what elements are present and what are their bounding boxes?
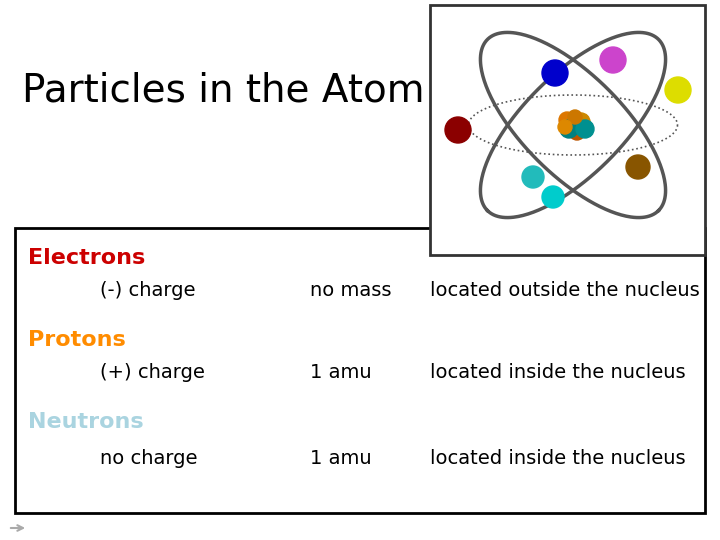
- Text: Particles in the Atom: Particles in the Atom: [22, 71, 425, 109]
- Circle shape: [522, 166, 544, 188]
- Circle shape: [564, 118, 582, 136]
- Text: no charge: no charge: [100, 449, 197, 468]
- Circle shape: [559, 112, 575, 128]
- Text: 1 amu: 1 amu: [310, 362, 372, 381]
- Circle shape: [558, 120, 572, 134]
- Circle shape: [572, 113, 590, 131]
- Text: Electrons: Electrons: [28, 248, 145, 268]
- Bar: [15, 228, 705, 513]
- Text: located inside the nucleus: located inside the nucleus: [430, 449, 685, 468]
- Circle shape: [626, 155, 650, 179]
- Text: Protons: Protons: [28, 330, 126, 350]
- Circle shape: [568, 110, 582, 124]
- Text: (-) charge: (-) charge: [100, 280, 196, 300]
- Text: Neutrons: Neutrons: [28, 412, 143, 432]
- Circle shape: [445, 117, 471, 143]
- Text: no mass: no mass: [310, 280, 392, 300]
- Circle shape: [600, 47, 626, 73]
- Text: located outside the nucleus: located outside the nucleus: [430, 280, 700, 300]
- Text: (+) charge: (+) charge: [100, 362, 205, 381]
- Circle shape: [569, 124, 585, 140]
- Circle shape: [576, 120, 594, 138]
- Circle shape: [560, 120, 578, 138]
- Bar: [430, 5, 705, 255]
- Circle shape: [542, 186, 564, 208]
- Text: 1 amu: 1 amu: [310, 449, 372, 468]
- Text: located inside the nucleus: located inside the nucleus: [430, 362, 685, 381]
- Circle shape: [542, 60, 568, 86]
- Circle shape: [665, 77, 691, 103]
